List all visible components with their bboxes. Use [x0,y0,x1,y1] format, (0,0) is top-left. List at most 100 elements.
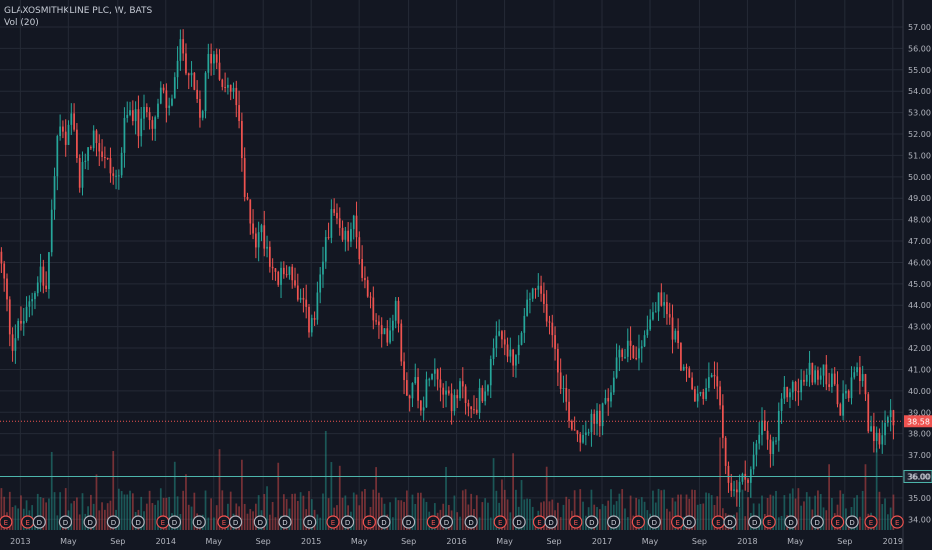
candle-body [103,156,106,159]
candle-body [557,348,559,373]
candle-body [392,320,394,331]
candles [0,29,895,508]
candle-body [238,105,240,122]
volume-bar [397,500,400,530]
volume-bar [56,515,59,530]
candle-body [447,390,450,394]
earnings-marker[interactable]: E [326,515,340,529]
earnings-marker[interactable]: E [493,515,507,529]
dividend-marker[interactable]: D [192,515,206,529]
earnings-marker[interactable]: E [217,515,231,529]
volume-bar [445,466,447,530]
volume-bar [11,507,14,530]
candle-body [389,330,391,343]
marker-circle [32,515,46,529]
marker-letter: E [675,519,679,527]
earnings-marker[interactable]: E [532,515,547,529]
earnings-marker[interactable]: E [671,515,685,529]
dividend-marker[interactable]: D [784,515,798,529]
earnings-marker[interactable]: E [0,515,13,529]
dividend-marker[interactable]: D [748,515,762,529]
volume-bar [257,495,260,530]
dividend-marker[interactable]: D [544,515,558,529]
dividend-marker[interactable]: D [32,515,46,529]
volume-bar [400,500,403,530]
volume-bar [168,496,171,530]
earnings-marker[interactable]: E [830,515,845,529]
dividend-marker[interactable]: D [464,515,478,529]
marker-letter: D [37,519,42,527]
dividend-marker[interactable]: D [607,515,621,529]
candle-body [378,321,380,326]
volume-bar [688,498,691,530]
marker-letter: E [835,519,839,527]
candle-body [730,482,733,491]
dividend-marker[interactable]: D [512,515,526,529]
dividend-marker[interactable]: D [131,515,145,529]
dividend-marker[interactable]: D [439,515,454,529]
support-tag [903,469,932,483]
candle-body [635,357,638,359]
volume-bar [568,499,570,530]
candle-body [582,434,584,443]
volume-bar [394,497,397,530]
volume-bar [117,488,120,530]
dividend-marker[interactable]: D [228,515,243,529]
candle-body [789,392,791,398]
candle-body [859,367,861,381]
volume-bar [42,498,45,530]
candle-body [25,306,28,322]
earnings-marker[interactable]: E [762,515,776,529]
volume-bar [81,493,84,530]
earnings-marker[interactable]: E [426,515,440,529]
dividend-marker[interactable]: D [402,515,416,529]
earnings-marker[interactable]: E [711,515,725,529]
volume-bar [509,512,512,530]
marker-circle [340,515,355,529]
dividend-marker[interactable]: D [83,515,97,529]
dividend-marker[interactable]: D [106,515,121,529]
candle-body [716,376,719,387]
candle-body [0,251,3,264]
y-tick-label: 46.00 [908,258,931,267]
candle-body [596,410,598,424]
earnings-marker[interactable]: E [890,515,904,529]
x-tick-label: 2014 [156,537,176,546]
y-tick-label: 36.00 [908,472,931,481]
volume-bar [777,517,780,530]
earnings-marker[interactable]: E [631,515,645,529]
dividend-marker[interactable]: D [377,515,391,529]
candle-body [36,282,39,294]
candle-body [554,335,556,349]
candle-body [517,344,520,356]
volume-bar [478,517,481,530]
dividend-marker[interactable]: D [303,515,317,529]
earnings-marker[interactable]: E [362,515,376,529]
candle-body [889,410,892,418]
dividend-marker[interactable]: D [845,515,859,529]
marker-circle [723,515,737,529]
dividend-marker[interactable]: D [278,515,292,529]
volume-bar [842,493,844,530]
earnings-marker[interactable]: E [864,515,878,529]
candle-body [431,373,433,380]
volume-bar [249,509,252,530]
earnings-marker[interactable]: E [21,515,35,529]
candle-body [20,320,22,324]
dividend-marker[interactable]: D [167,515,182,529]
dividend-marker[interactable]: D [340,515,355,529]
dividend-marker[interactable]: D [647,515,661,529]
candle-body [137,109,140,137]
volume-bar [417,492,419,530]
dividend-marker[interactable]: D [585,515,599,529]
marker-letter: D [516,519,521,527]
dividend-marker[interactable]: D [723,515,737,529]
dividend-marker[interactable]: D [253,515,267,529]
dividend-marker[interactable]: D [58,515,73,529]
dividend-marker[interactable]: D [682,515,696,529]
volume-bar [475,495,478,530]
earnings-marker[interactable]: E [569,515,583,529]
earnings-marker[interactable]: E [156,515,170,529]
dividend-marker[interactable]: D [810,515,824,529]
